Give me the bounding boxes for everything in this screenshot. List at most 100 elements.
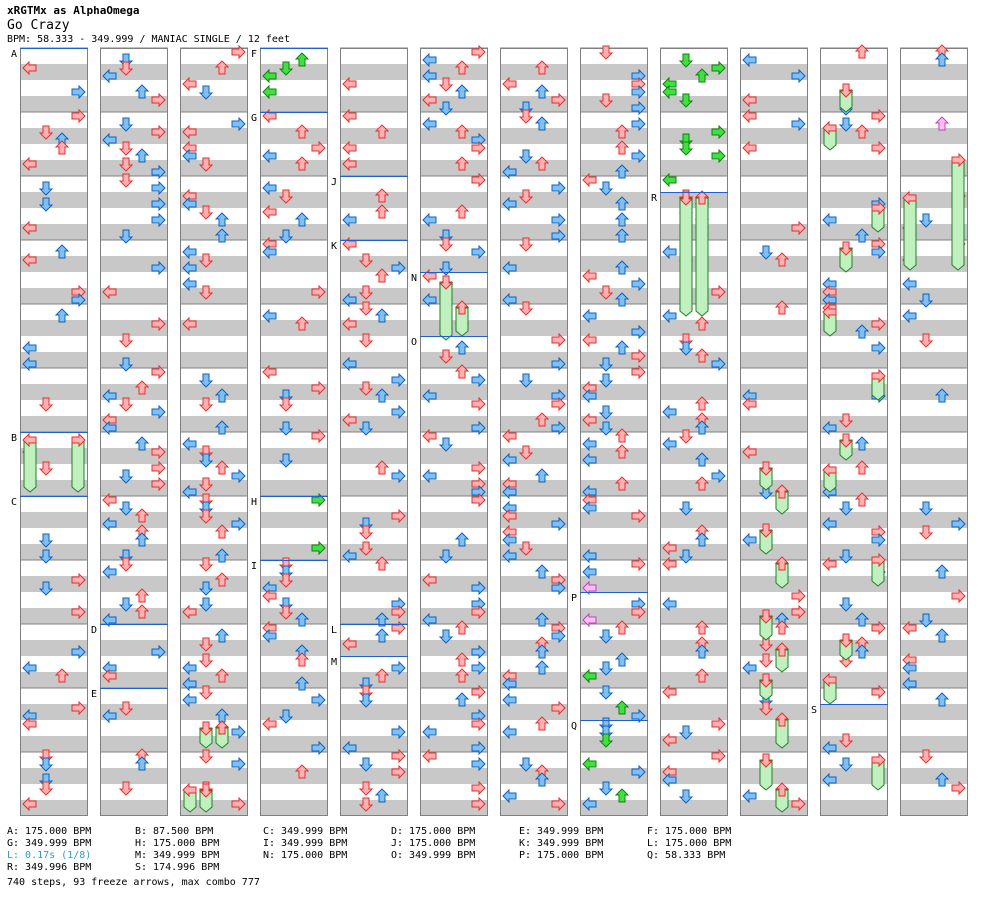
up-arrow-icon <box>934 564 950 579</box>
left-arrow-icon <box>822 304 837 320</box>
bpm-entry: I: 349.999 BPM <box>263 838 348 849</box>
down-arrow-icon <box>438 261 454 276</box>
down-arrow-icon <box>278 397 294 412</box>
right-arrow-icon <box>631 100 646 116</box>
section-marker: Q <box>571 720 648 732</box>
down-arrow-icon <box>118 781 134 796</box>
left-arrow-icon <box>102 132 117 148</box>
left-arrow-icon <box>22 60 37 76</box>
up-arrow-icon <box>214 628 230 643</box>
chart-stats: 740 steps, 93 freeze arrows, max combo 7… <box>7 877 260 888</box>
down-arrow-icon <box>838 549 854 564</box>
right-arrow-icon <box>871 108 886 124</box>
down-arrow-icon <box>678 789 694 804</box>
down-arrow-icon <box>918 501 934 516</box>
up-arrow-icon <box>614 164 630 179</box>
up-arrow-icon <box>374 308 390 323</box>
up-arrow-icon <box>294 316 310 331</box>
section-marker-label: C <box>11 497 17 508</box>
right-arrow-icon <box>791 220 806 236</box>
down-arrow-icon <box>438 77 454 92</box>
down-arrow-icon <box>838 501 854 516</box>
right-arrow-icon <box>711 748 726 764</box>
right-arrow-icon <box>471 492 486 508</box>
left-arrow-icon <box>582 436 597 452</box>
right-arrow-icon <box>951 152 966 168</box>
down-arrow-icon <box>358 381 374 396</box>
right-arrow-icon <box>151 164 166 180</box>
up-arrow-icon <box>614 788 630 803</box>
section-marker: A <box>11 48 88 60</box>
bpm-entry: P: 175.000 BPM <box>519 850 604 861</box>
right-arrow-icon <box>551 212 566 228</box>
freeze-arrow <box>759 759 773 791</box>
up-arrow-icon <box>934 388 950 403</box>
right-arrow-icon <box>151 644 166 660</box>
left-arrow-icon <box>102 708 117 724</box>
left-arrow-icon <box>102 668 117 684</box>
left-arrow-icon <box>342 316 357 332</box>
down-arrow-icon <box>678 93 694 108</box>
left-arrow-icon <box>742 788 757 804</box>
right-arrow-icon <box>951 588 966 604</box>
down-arrow-icon <box>838 597 854 612</box>
left-arrow-icon <box>182 692 197 708</box>
left-arrow-icon <box>422 292 437 308</box>
down-arrow-icon <box>118 701 134 716</box>
left-arrow-icon <box>662 540 677 556</box>
left-arrow-icon <box>582 268 597 284</box>
up-arrow-icon <box>534 660 550 675</box>
down-arrow-icon <box>118 333 134 348</box>
right-arrow-icon <box>391 604 406 620</box>
chart-column <box>260 47 328 816</box>
up-arrow-icon <box>374 668 390 683</box>
left-arrow-icon <box>662 308 677 324</box>
left-arrow-icon <box>822 556 837 572</box>
right-arrow-icon <box>151 476 166 492</box>
up-arrow-icon <box>614 340 630 355</box>
freeze-arrow <box>839 247 853 273</box>
up-arrow-icon <box>374 388 390 403</box>
down-arrow-icon <box>118 173 134 188</box>
up-arrow-icon <box>614 652 630 667</box>
left-arrow-icon <box>742 660 757 676</box>
up-arrow-icon <box>934 116 950 131</box>
down-arrow-icon <box>358 781 374 796</box>
bpm-entry: D: 175.000 BPM <box>391 826 476 837</box>
right-arrow-icon <box>551 92 566 108</box>
right-arrow-icon <box>311 740 326 756</box>
left-arrow-icon <box>342 76 357 92</box>
up-arrow-icon <box>454 156 470 171</box>
down-arrow-icon <box>438 237 454 252</box>
section-marker-label: F <box>251 49 257 60</box>
up-arrow-icon <box>374 612 390 627</box>
up-arrow-icon <box>374 124 390 139</box>
left-arrow-icon <box>262 308 277 324</box>
right-arrow-icon <box>471 580 486 596</box>
up-arrow-icon <box>534 116 550 131</box>
chart-column <box>340 47 408 816</box>
down-arrow-icon <box>198 637 214 652</box>
down-arrow-icon <box>198 721 214 736</box>
right-arrow-icon <box>471 44 486 60</box>
down-arrow-icon <box>198 453 214 468</box>
right-arrow-icon <box>231 116 246 132</box>
up-arrow-icon <box>774 484 790 499</box>
up-arrow-icon <box>694 190 710 205</box>
freeze-arrow <box>759 529 773 555</box>
left-arrow-icon <box>502 164 517 180</box>
right-arrow-icon <box>551 356 566 372</box>
down-arrow-icon <box>598 285 614 300</box>
right-arrow-icon <box>71 84 86 100</box>
up-arrow-icon <box>134 508 150 523</box>
left-arrow-icon <box>22 340 37 356</box>
section-marker-label: M <box>331 657 337 668</box>
up-arrow-icon <box>54 244 70 259</box>
down-arrow-icon <box>518 373 534 388</box>
bpm-entry: K: 349.999 BPM <box>519 838 604 849</box>
right-arrow-icon <box>551 516 566 532</box>
up-arrow-icon <box>534 772 550 787</box>
left-arrow-icon <box>742 396 757 412</box>
left-arrow-icon <box>822 772 837 788</box>
left-arrow-icon <box>502 508 517 524</box>
